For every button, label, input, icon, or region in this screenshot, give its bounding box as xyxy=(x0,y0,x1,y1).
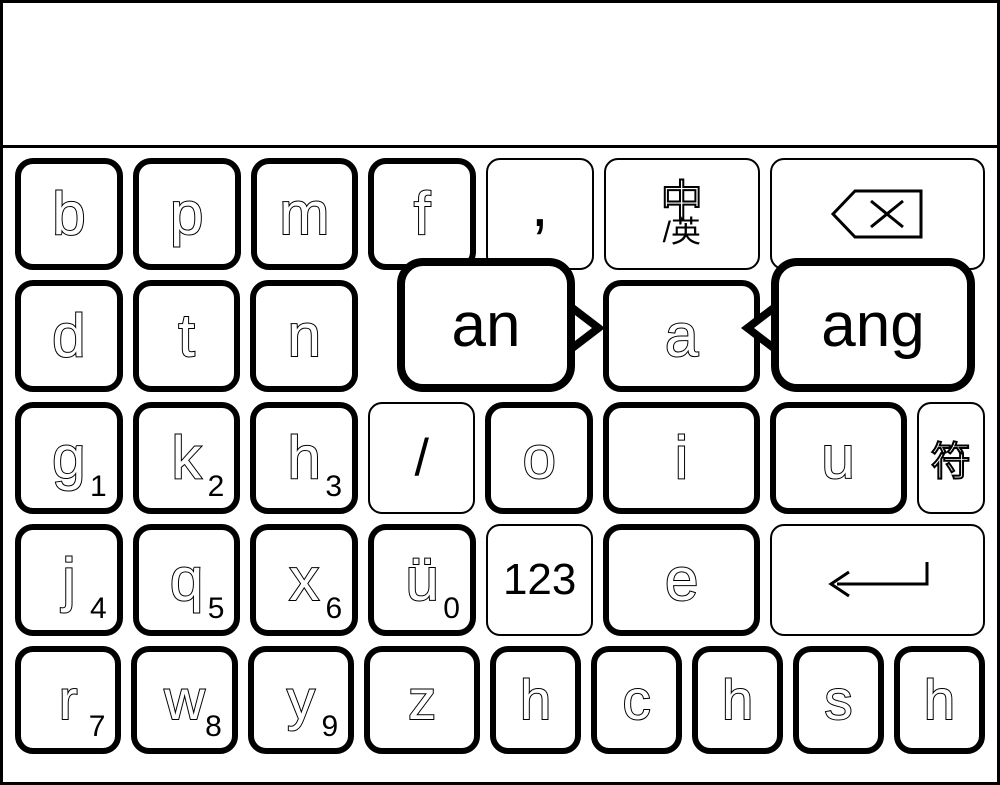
key-label: f xyxy=(414,184,431,244)
key-sub: 3 xyxy=(325,470,342,504)
key-j[interactable]: j4 xyxy=(15,524,123,636)
key-k[interactable]: k2 xyxy=(133,402,241,514)
key-b[interactable]: b xyxy=(15,158,123,270)
key-ime-toggle[interactable]: 中 /英 xyxy=(604,158,760,270)
popup-an-pointer xyxy=(571,302,605,354)
key-enter[interactable] xyxy=(770,524,985,636)
key-label: k xyxy=(172,428,202,488)
key-h4[interactable]: h xyxy=(894,646,985,754)
key-symbols[interactable]: 符 xyxy=(917,402,985,514)
key-m[interactable]: m xyxy=(251,158,359,270)
key-q[interactable]: q5 xyxy=(133,524,241,636)
enter-icon xyxy=(817,556,937,604)
key-label: b xyxy=(52,184,85,244)
key-label: u xyxy=(821,428,854,488)
key-a[interactable]: a xyxy=(603,280,760,392)
key-label: h xyxy=(924,672,955,728)
key-u[interactable]: u xyxy=(770,402,907,514)
key-x[interactable]: x6 xyxy=(250,524,358,636)
key-label: e xyxy=(665,550,698,610)
key-123[interactable]: 123 xyxy=(486,524,594,636)
key-sub: 5 xyxy=(208,592,225,626)
key-s[interactable]: s xyxy=(793,646,884,754)
key-g[interactable]: g1 xyxy=(15,402,123,514)
key-backspace[interactable] xyxy=(770,158,985,270)
key-sub: 9 xyxy=(321,710,338,744)
row-1: b p m f , 中 /英 xyxy=(15,158,985,270)
key-t[interactable]: t xyxy=(133,280,241,392)
keyboard-area: b p m f , 中 /英 d t n xyxy=(3,148,997,785)
key-label: y xyxy=(287,672,315,728)
key-label: w xyxy=(164,672,204,728)
key-label: d xyxy=(52,306,85,366)
key-label: ü xyxy=(405,550,438,610)
popup-label: an xyxy=(452,290,521,361)
key-sub: 2 xyxy=(208,470,225,504)
popup-ang[interactable]: ang xyxy=(771,258,975,392)
key-z[interactable]: z xyxy=(364,646,480,754)
key-n[interactable]: n xyxy=(250,280,358,392)
key-c[interactable]: c xyxy=(591,646,682,754)
key-sub: 8 xyxy=(205,710,222,744)
key-label: q xyxy=(170,550,203,610)
row-4: j4 q5 x6 ü0 123 e xyxy=(15,524,985,636)
key-label: z xyxy=(408,672,436,728)
key-label: o xyxy=(523,428,556,488)
key-h[interactable]: h3 xyxy=(250,402,358,514)
key-label: , xyxy=(531,172,549,236)
key-label: h xyxy=(287,428,320,488)
row-5: r7 w8 y9 z h c h s h xyxy=(15,646,985,754)
key-label: c xyxy=(623,672,651,728)
key-r[interactable]: r7 xyxy=(15,646,121,754)
ime-toggle-icon: 中 /英 xyxy=(661,180,703,248)
key-uuml[interactable]: ü0 xyxy=(368,524,476,636)
key-label: m xyxy=(279,184,329,244)
key-y[interactable]: y9 xyxy=(248,646,354,754)
candidate-bar xyxy=(3,3,997,148)
key-p[interactable]: p xyxy=(133,158,241,270)
key-label: h xyxy=(722,672,753,728)
popup-an[interactable]: an xyxy=(397,258,575,392)
backspace-icon xyxy=(827,187,927,241)
key-d[interactable]: d xyxy=(15,280,123,392)
key-label: x xyxy=(289,550,319,610)
key-label: g xyxy=(52,428,85,488)
key-label: s xyxy=(825,672,853,728)
key-label: r xyxy=(59,672,78,728)
key-label: j xyxy=(62,550,75,610)
key-f[interactable]: f xyxy=(368,158,476,270)
row-3: g1 k2 h3 / o i u 符 xyxy=(15,402,985,514)
popup-ang-pointer xyxy=(741,302,775,354)
en-glyph: /英 xyxy=(663,218,701,248)
key-sub: 4 xyxy=(90,592,107,626)
key-i[interactable]: i xyxy=(603,402,759,514)
key-label: / xyxy=(415,428,429,488)
key-label: p xyxy=(170,184,203,244)
key-slash[interactable]: / xyxy=(368,402,475,514)
key-o[interactable]: o xyxy=(485,402,593,514)
key-sub: 1 xyxy=(90,470,107,504)
key-sub: 6 xyxy=(325,592,342,626)
key-label: h xyxy=(520,672,551,728)
key-label: 123 xyxy=(503,558,576,602)
key-e[interactable]: e xyxy=(603,524,760,636)
key-label: n xyxy=(288,306,321,366)
key-sub: 0 xyxy=(443,592,460,626)
key-label: i xyxy=(675,428,688,488)
key-h3[interactable]: h xyxy=(692,646,783,754)
key-label: a xyxy=(665,306,698,366)
key-w[interactable]: w8 xyxy=(131,646,237,754)
key-label: 符 xyxy=(931,429,971,487)
key-label: t xyxy=(178,306,195,366)
key-sub: 7 xyxy=(89,710,106,744)
key-comma[interactable]: , xyxy=(486,158,594,270)
key-h2[interactable]: h xyxy=(490,646,581,754)
keyboard-frame: b p m f , 中 /英 d t n xyxy=(0,0,1000,785)
popup-label: ang xyxy=(821,290,924,361)
